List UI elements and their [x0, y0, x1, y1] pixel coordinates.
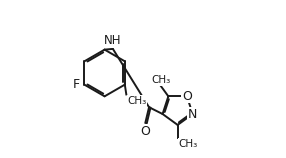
Text: O: O	[140, 125, 150, 138]
Text: NH: NH	[104, 34, 122, 47]
Text: CH₃: CH₃	[128, 96, 147, 106]
Text: N: N	[188, 107, 197, 121]
Text: F: F	[73, 78, 80, 91]
Text: O: O	[182, 90, 192, 103]
Text: CH₃: CH₃	[178, 139, 198, 149]
Text: CH₃: CH₃	[151, 75, 170, 85]
